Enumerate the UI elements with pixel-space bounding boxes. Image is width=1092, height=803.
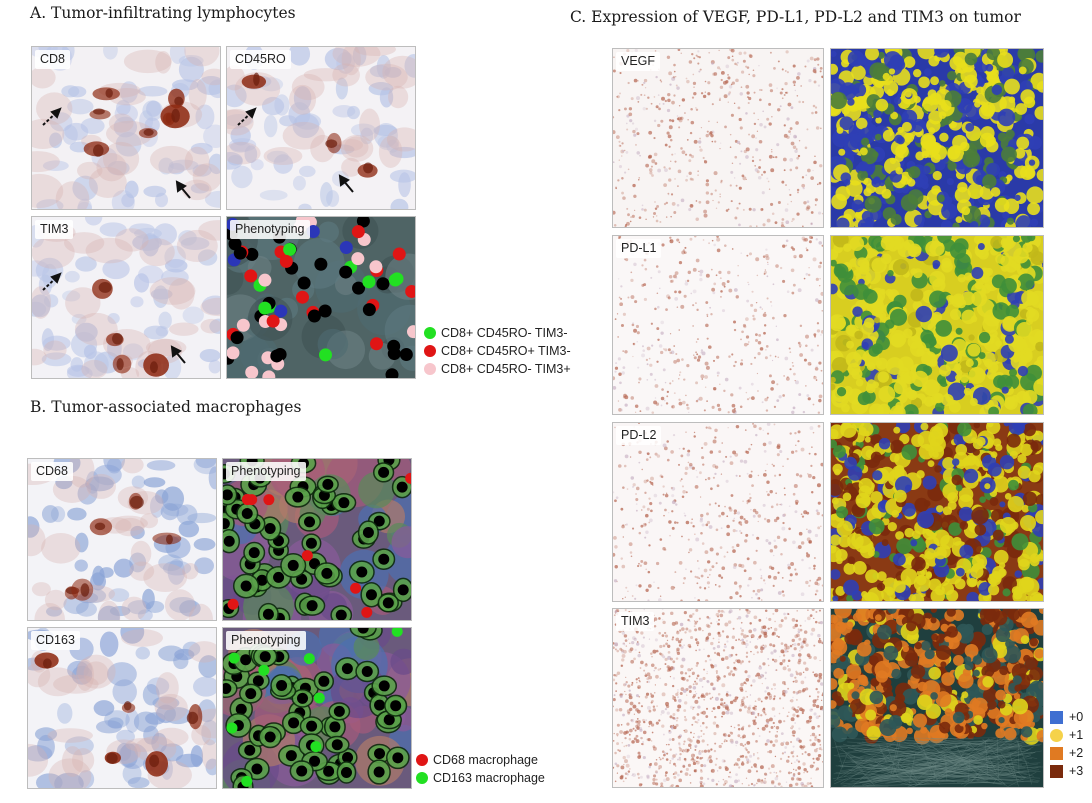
legend-swatch [1050, 764, 1063, 778]
legend-item: +2 [1050, 744, 1083, 762]
legend-item: CD8+ CD45RO- TIM3+ [424, 360, 571, 378]
legend-label: +1 [1069, 728, 1084, 742]
legend-swatch [424, 363, 436, 375]
texture [227, 217, 415, 378]
pd-l1-label: PD-L1 [616, 239, 662, 258]
texture [223, 459, 411, 620]
cd68-ihc-image: CD68 [27, 458, 217, 621]
legend-label: CD8+ CD45RO- TIM3- [441, 326, 568, 340]
legend-item: +1 [1050, 726, 1083, 744]
panel-b-legend: CD68 macrophage CD163 macrophage [416, 751, 545, 787]
panel-c-legend: +0 +1 +2 +3 [1050, 708, 1083, 780]
legend-item: CD163 macrophage [416, 769, 545, 787]
texture [831, 49, 1043, 227]
pd-l1-score-map [830, 235, 1044, 415]
legend-label: +0 [1069, 710, 1084, 724]
legend-label: CD163 macrophage [433, 771, 545, 785]
panel-a-legend: CD8+ CD45RO- TIM3- CD8+ CD45RO+ TIM3- CD… [424, 324, 571, 378]
panel-c-title: C. Expression of VEGF, PD-L1, PD-L2 and … [570, 8, 1021, 26]
tim3-label: TIM3 [35, 220, 74, 239]
vegf-ihc-image: VEGF [612, 48, 824, 228]
tim3-tumor-label: TIM3 [616, 612, 655, 631]
texture [613, 236, 823, 414]
legend-swatch [416, 772, 428, 784]
phenotyping-label: Phenotyping [226, 462, 306, 481]
legend-swatch [1050, 746, 1063, 760]
legend-swatch [416, 754, 428, 766]
pd-l2-score-map [830, 422, 1044, 602]
legend-label: CD8+ CD45RO- TIM3+ [441, 362, 571, 376]
texture [831, 236, 1043, 414]
texture [831, 609, 1043, 787]
legend-label: CD68 macrophage [433, 753, 538, 767]
vegf-score-map [830, 48, 1044, 228]
pd-l2-ihc-image: PD-L2 [612, 422, 824, 602]
pd-l2-label: PD-L2 [616, 426, 662, 445]
cd68-label: CD68 [31, 462, 73, 481]
texture [613, 609, 823, 787]
vegf-label: VEGF [616, 52, 661, 71]
pd-l1-ihc-image: PD-L1 [612, 235, 824, 415]
panel-a-title: A. Tumor-infiltrating lymphocytes [30, 4, 296, 22]
cd163-label: CD163 [31, 631, 80, 650]
phenotyping-label: Phenotyping [226, 631, 306, 650]
legend-swatch [1050, 728, 1063, 742]
cd45ro-label: CD45RO [230, 50, 291, 69]
phenotyping-label: Phenotyping [230, 220, 310, 239]
legend-item: CD8+ CD45RO+ TIM3- [424, 342, 571, 360]
lymphocyte-phenotyping-map: Phenotyping [226, 216, 416, 379]
legend-swatch [424, 345, 436, 357]
legend-label: CD8+ CD45RO+ TIM3- [441, 344, 571, 358]
macrophage-phenotyping-map: Phenotyping [222, 458, 412, 621]
texture [28, 459, 216, 620]
legend-item: +3 [1050, 762, 1083, 780]
cd8-label: CD8 [35, 50, 71, 69]
legend-item: CD68 macrophage [416, 751, 545, 769]
tim3-tumor-ihc-image: TIM3 [612, 608, 824, 788]
texture [28, 628, 216, 788]
legend-item: +0 [1050, 708, 1083, 726]
legend-item: CD8+ CD45RO- TIM3- [424, 324, 571, 342]
tim3-score-map [830, 608, 1044, 788]
texture [613, 49, 823, 227]
legend-label: +2 [1069, 746, 1084, 760]
legend-swatch [424, 327, 436, 339]
arrow-markers [237, 107, 354, 193]
legend-swatch [1050, 710, 1063, 724]
cd8-ihc-image: CD8 [31, 46, 221, 210]
texture [223, 628, 411, 788]
legend-label: +3 [1069, 764, 1084, 778]
texture [613, 423, 823, 601]
arrow-markers [42, 272, 186, 364]
texture [831, 423, 1043, 601]
panel-b-title: B. Tumor-associated macrophages [30, 398, 302, 416]
macrophage-phenotyping-map: Phenotyping [222, 627, 412, 789]
cd163-ihc-image: CD163 [27, 627, 217, 789]
arrow-markers [42, 107, 191, 199]
